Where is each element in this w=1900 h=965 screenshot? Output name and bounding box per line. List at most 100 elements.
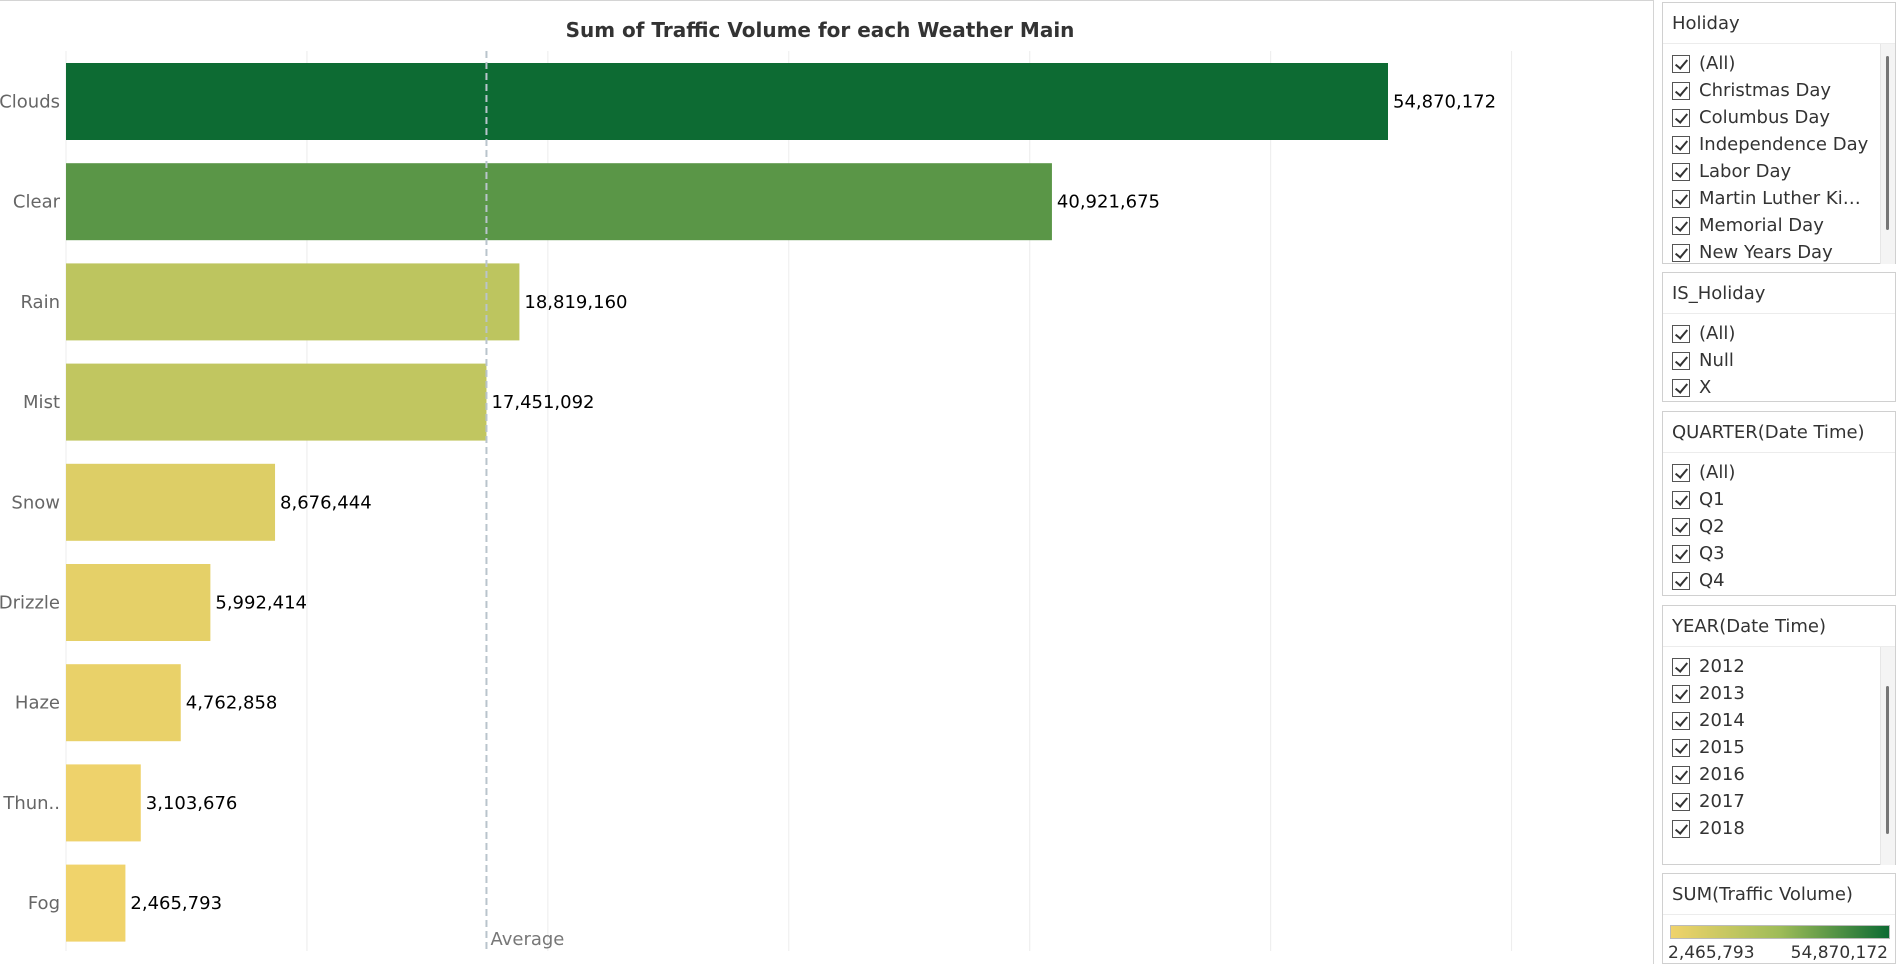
category-label: Clear	[13, 192, 61, 213]
filter-option[interactable]: Null	[1663, 347, 1895, 374]
filter-title: YEAR(Date Time)	[1663, 606, 1895, 647]
filter-option[interactable]: 2013	[1663, 680, 1895, 707]
checkbox-checked-icon[interactable]	[1672, 544, 1690, 563]
checkbox-checked-icon[interactable]	[1672, 324, 1690, 343]
checkbox-checked-icon[interactable]	[1672, 657, 1690, 676]
category-label: Clouds	[0, 92, 60, 113]
scrollbar[interactable]	[1880, 647, 1895, 865]
filter-option[interactable]: 2018	[1663, 815, 1895, 842]
filter-option[interactable]: 2016	[1663, 761, 1895, 788]
filter-option-label: Q1	[1699, 489, 1725, 510]
filter-option[interactable]: 2017	[1663, 788, 1895, 815]
filter-option[interactable]: Columbus Day	[1663, 104, 1895, 131]
filter-option[interactable]: 2012	[1663, 653, 1895, 680]
filter-option[interactable]: X	[1663, 374, 1895, 401]
filter-option-label: Martin Luther Kin...	[1699, 188, 1869, 209]
filters-panel: Holiday (All) Christmas Day Columbus Day In…	[1654, 0, 1900, 964]
filter-option[interactable]: (All)	[1663, 459, 1895, 486]
scrollbar-thumb[interactable]	[1886, 56, 1889, 230]
filter-option[interactable]: Q2	[1663, 513, 1895, 540]
checkbox-checked-icon[interactable]	[1672, 378, 1690, 397]
filter-option-label: Columbus Day	[1699, 107, 1831, 128]
filter-year: YEAR(Date Time) 2012 2013 2014 2015 2016 2017…	[1662, 605, 1896, 865]
filter-option-label: (All)	[1699, 323, 1736, 344]
checkbox-checked-icon[interactable]	[1672, 792, 1690, 811]
value-label: 18,819,160	[524, 292, 627, 313]
filter-option-label: Q2	[1699, 516, 1725, 537]
checkbox-checked-icon[interactable]	[1672, 684, 1690, 703]
scrollbar-thumb[interactable]	[1886, 686, 1889, 834]
filter-list: (All) Q1 Q2 Q3 Q4	[1663, 453, 1895, 599]
filter-option-label: Q4	[1699, 570, 1725, 591]
bar[interactable]	[66, 163, 1052, 241]
filter-option[interactable]: Q4	[1663, 567, 1895, 594]
bar[interactable]	[66, 864, 126, 942]
filter-option-label: (All)	[1699, 462, 1736, 483]
filter-title: IS_Holiday	[1663, 273, 1895, 314]
checkbox-checked-icon[interactable]	[1672, 189, 1690, 208]
filter-option-label: 2018	[1699, 818, 1745, 839]
checkbox-checked-icon[interactable]	[1672, 81, 1690, 100]
category-label: Drizzle	[0, 593, 60, 614]
filter-option-label: 2014	[1699, 710, 1745, 731]
filter-option-label: Memorial Day	[1699, 215, 1824, 236]
value-label: 40,921,675	[1057, 192, 1160, 213]
filter-option-label: Null	[1699, 350, 1734, 371]
average-reference-line: Average	[485, 51, 564, 951]
filter-option[interactable]: 2014	[1663, 707, 1895, 734]
reference-line-label: Average	[490, 929, 564, 950]
legend-min-label: 2,465,793	[1668, 943, 1755, 963]
checkbox-checked-icon[interactable]	[1672, 819, 1690, 838]
filter-option[interactable]: Q3	[1663, 540, 1895, 567]
filter-option-label: 2015	[1699, 737, 1745, 758]
bar[interactable]	[66, 664, 181, 742]
value-label: 8,676,444	[280, 492, 372, 513]
scrollbar[interactable]	[1880, 44, 1895, 264]
checkbox-checked-icon[interactable]	[1672, 463, 1690, 482]
bar[interactable]	[66, 63, 1388, 140]
category-label: Fog	[28, 893, 60, 914]
filter-option-label: New Years Day	[1699, 242, 1833, 263]
filter-option[interactable]: Labor Day	[1663, 158, 1895, 185]
bar[interactable]	[66, 463, 276, 541]
bar[interactable]	[66, 564, 211, 641]
filter-option-label: 2016	[1699, 764, 1745, 785]
bar[interactable]	[66, 363, 487, 441]
filter-option[interactable]: New Years Day	[1663, 239, 1895, 264]
filter-option[interactable]: 2015	[1663, 734, 1895, 761]
filter-title: QUARTER(Date Time)	[1663, 412, 1895, 453]
legend-max-label: 54,870,172	[1790, 943, 1888, 963]
checkbox-checked-icon[interactable]	[1672, 711, 1690, 730]
filter-option-label: 2013	[1699, 683, 1745, 704]
filter-option-label: (All)	[1699, 53, 1736, 74]
filter-option-label: Q3	[1699, 543, 1725, 564]
checkbox-checked-icon[interactable]	[1672, 162, 1690, 181]
checkbox-checked-icon[interactable]	[1672, 517, 1690, 536]
filter-option[interactable]: (All)	[1663, 320, 1895, 347]
filter-title: Holiday	[1663, 3, 1895, 44]
checkbox-checked-icon[interactable]	[1672, 765, 1690, 784]
filter-option-label: 2012	[1699, 656, 1745, 677]
bar-chart: Sum of Traffic Volume for each Weather M…	[0, 18, 1513, 951]
filter-option[interactable]: Memorial Day	[1663, 212, 1895, 239]
checkbox-checked-icon[interactable]	[1672, 351, 1690, 370]
value-label: 3,103,676	[146, 793, 238, 814]
filter-option[interactable]: Q1	[1663, 486, 1895, 513]
checkbox-checked-icon[interactable]	[1672, 216, 1690, 235]
checkbox-checked-icon[interactable]	[1672, 108, 1690, 127]
filter-option[interactable]: (All)	[1663, 50, 1895, 77]
checkbox-checked-icon[interactable]	[1672, 571, 1690, 590]
checkbox-checked-icon[interactable]	[1672, 738, 1690, 757]
filter-option[interactable]: Martin Luther Kin...	[1663, 185, 1895, 212]
filter-quarter: QUARTER(Date Time) (All) Q1 Q2 Q3 Q4	[1662, 411, 1896, 596]
checkbox-checked-icon[interactable]	[1672, 135, 1690, 154]
checkbox-checked-icon[interactable]	[1672, 243, 1690, 262]
checkbox-checked-icon[interactable]	[1672, 54, 1690, 73]
filter-list: (All) Null X	[1663, 314, 1895, 404]
bar[interactable]	[66, 263, 520, 341]
bar[interactable]	[66, 764, 141, 842]
filter-option[interactable]: Independence Day	[1663, 131, 1895, 158]
filter-option[interactable]: Christmas Day	[1663, 77, 1895, 104]
filter-option-label: 2017	[1699, 791, 1745, 812]
checkbox-checked-icon[interactable]	[1672, 490, 1690, 509]
